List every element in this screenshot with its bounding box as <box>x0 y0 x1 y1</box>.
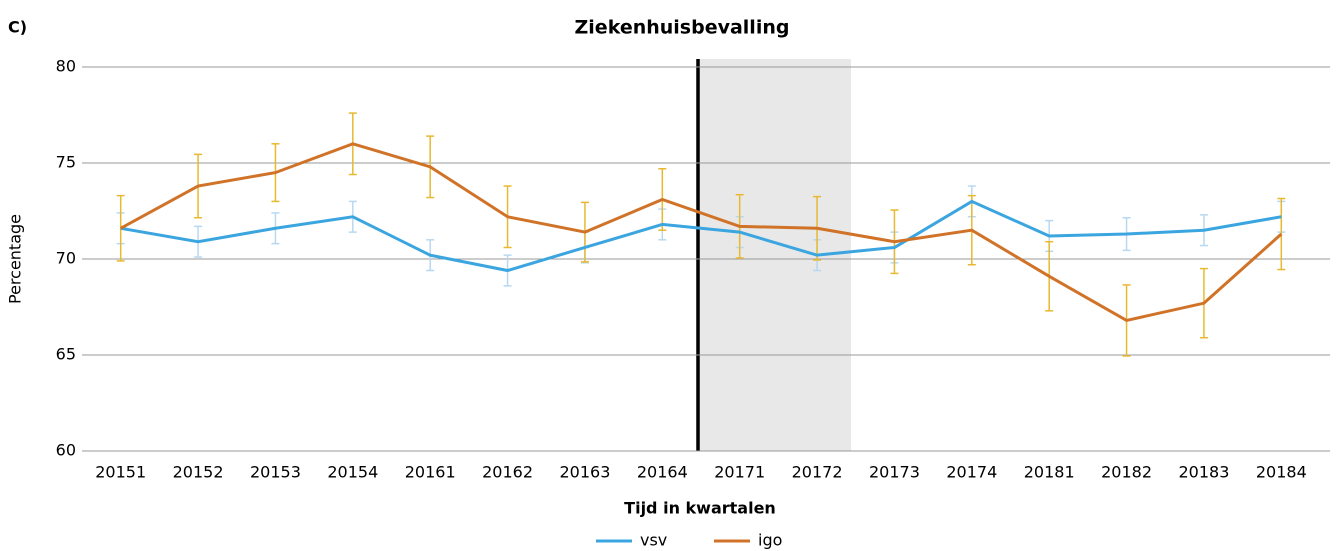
data-line <box>119 142 1283 323</box>
data-line <box>120 199 1282 273</box>
legend-label: igo <box>758 531 782 550</box>
y-tick-label: 70 <box>56 249 76 268</box>
x-tick-label: 20174 <box>946 463 997 482</box>
y-axis-label: Percentage <box>6 214 25 304</box>
x-tick-label: 20171 <box>714 463 765 482</box>
x-tick-label: 20162 <box>482 463 533 482</box>
x-tick-label: 20161 <box>405 463 456 482</box>
x-tick-label: 20181 <box>1024 463 1075 482</box>
y-tick-label: 80 <box>56 57 76 76</box>
x-tick-label: 20164 <box>637 463 688 482</box>
x-tick-label: 20151 <box>95 463 146 482</box>
y-tick-label: 60 <box>56 441 76 460</box>
x-tick-label: 20154 <box>327 463 378 482</box>
x-tick-label: 20173 <box>869 463 920 482</box>
y-tick-label: 65 <box>56 345 76 364</box>
chart-title: Ziekenhuisbevalling <box>575 17 790 39</box>
legend-label: vsv <box>640 531 667 550</box>
x-axis-label: Tijd in kwartalen <box>624 499 776 518</box>
panel-label: C) <box>8 18 27 37</box>
x-tick-label: 20172 <box>792 463 843 482</box>
x-tick-label: 20153 <box>250 463 301 482</box>
x-tick-label: 20183 <box>1178 463 1229 482</box>
x-tick-label: 20182 <box>1101 463 1152 482</box>
x-tick-label: 20163 <box>559 463 610 482</box>
x-tick-label: 20184 <box>1256 463 1307 482</box>
x-tick-label: 20152 <box>173 463 224 482</box>
y-tick-label: 75 <box>56 153 76 172</box>
